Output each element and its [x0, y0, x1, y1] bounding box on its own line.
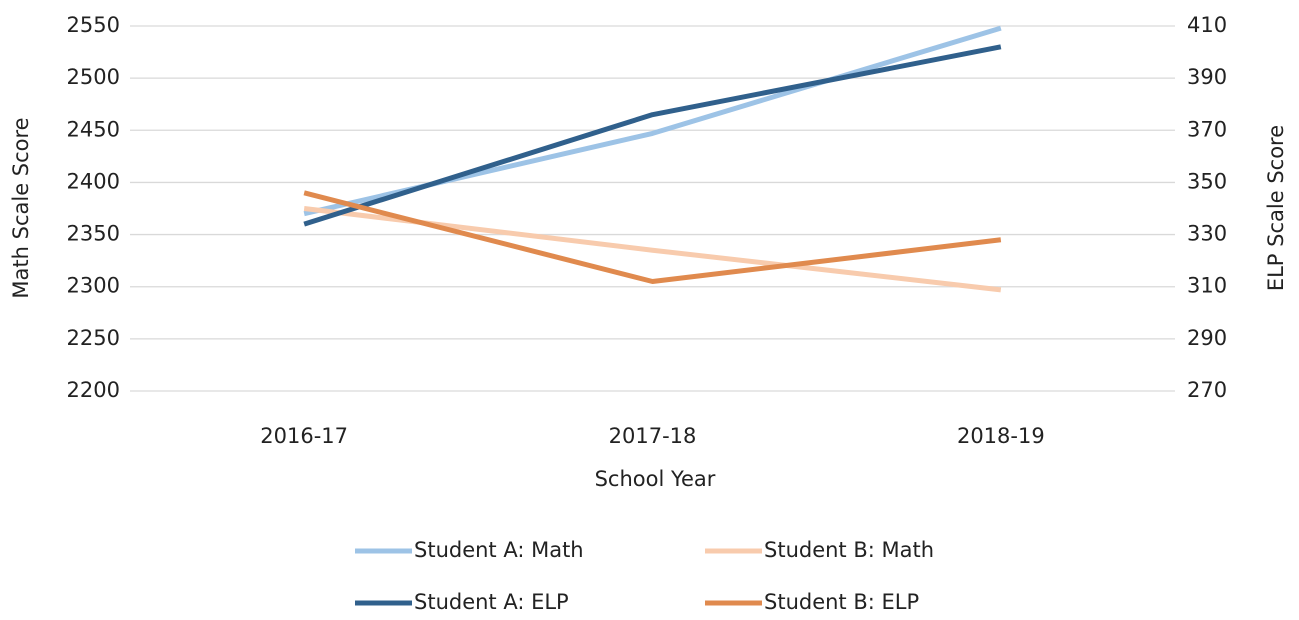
y2-tick-label: 270: [1187, 378, 1227, 402]
y2-tick-label: 310: [1187, 274, 1227, 298]
line-series: [303, 25, 1002, 217]
x-tick-label: 2017-18: [609, 424, 697, 448]
legend-label: Student B: Math: [764, 538, 934, 562]
y-axis-title: Math Scale Score: [9, 117, 33, 298]
y2-tick-label: 390: [1187, 65, 1227, 89]
y2-tick-label: 370: [1187, 117, 1227, 141]
x-tick-label: 2018-19: [957, 424, 1045, 448]
y-tick-label: 2450: [67, 117, 120, 141]
line-series: [303, 44, 1002, 227]
x-tick-label: 2016-17: [260, 424, 348, 448]
x-axis-title: School Year: [595, 467, 716, 491]
y-tick-label: 2200: [67, 378, 120, 402]
y-tick-label: 2350: [67, 222, 120, 246]
legend-label: Student A: ELP: [414, 590, 569, 614]
y2-tick-label: 350: [1187, 169, 1227, 193]
y2-axis-title: ELP Scale Score: [1264, 125, 1288, 291]
legend-label: Student A: Math: [414, 538, 584, 562]
y-tick-label: 2550: [67, 13, 120, 37]
y2-tick-label: 410: [1187, 13, 1227, 37]
line-series: [303, 190, 1002, 284]
legend-label: Student B: ELP: [764, 590, 919, 614]
y-tick-label: 2300: [67, 274, 120, 298]
y-tick-label: 2500: [67, 65, 120, 89]
y2-tick-label: 290: [1187, 326, 1227, 350]
y-tick-label: 2250: [67, 326, 120, 350]
y2-tick-label: 330: [1187, 222, 1227, 246]
y-tick-label: 2400: [67, 169, 120, 193]
